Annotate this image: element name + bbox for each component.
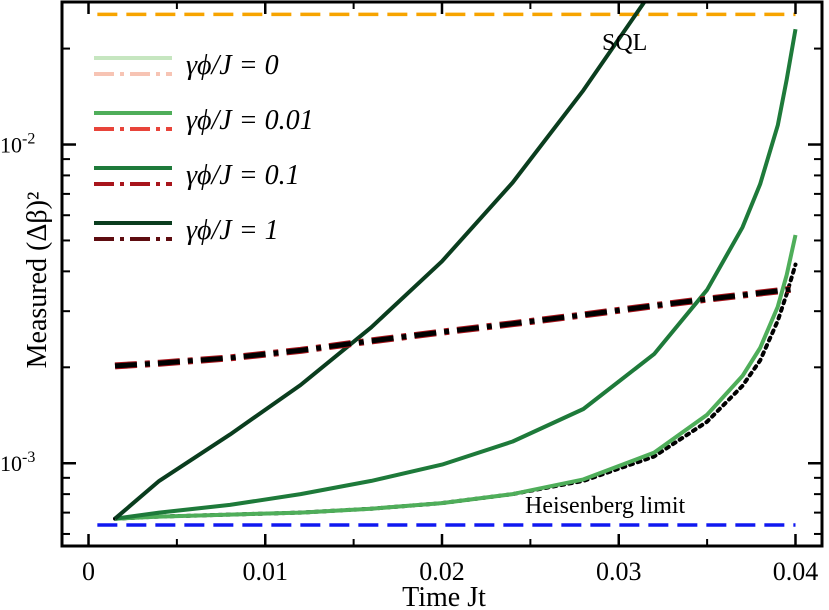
plot-area: [62, 2, 822, 546]
annotation-heisenberg: Heisenberg limit: [525, 493, 686, 519]
y-axis-title: Measured (Δβ)²: [22, 192, 53, 369]
x-axis: 0 0.01 0.02 0.03 0.04: [82, 2, 818, 586]
legend-label: γϕ/J = 1: [186, 215, 279, 246]
x-tick-label: 0.02: [419, 557, 465, 586]
x-tick-label: 0.04: [773, 557, 819, 586]
x-tick-label: 0: [82, 557, 95, 586]
series-line-3: [113, 2, 647, 521]
series-layer: [113, 2, 798, 521]
reference-lines: [97, 12, 796, 527]
legend-label: γϕ/J = 0.1: [186, 160, 300, 191]
legend: γϕ/J = 0 γϕ/J = 0.01 γϕ/J = 0.1 γϕ/J = 1: [94, 50, 314, 246]
y-axis: 10-3 10-2: [0, 47, 822, 535]
y-tick-label: 10-3: [0, 449, 35, 476]
series-line-1: [114, 234, 798, 521]
x-tick-label: 0.03: [596, 557, 642, 586]
series-line-4: [114, 286, 796, 369]
x-axis-title: Time Jt: [402, 582, 486, 610]
x-tick-label: 0.01: [243, 557, 289, 586]
y-tick-label: 10-2: [0, 131, 35, 158]
legend-label: γϕ/J = 0: [186, 50, 279, 81]
series-line-2: [114, 28, 798, 521]
legend-label: γϕ/J = 0.01: [186, 105, 314, 136]
annotation-sql: SQL: [602, 30, 647, 56]
